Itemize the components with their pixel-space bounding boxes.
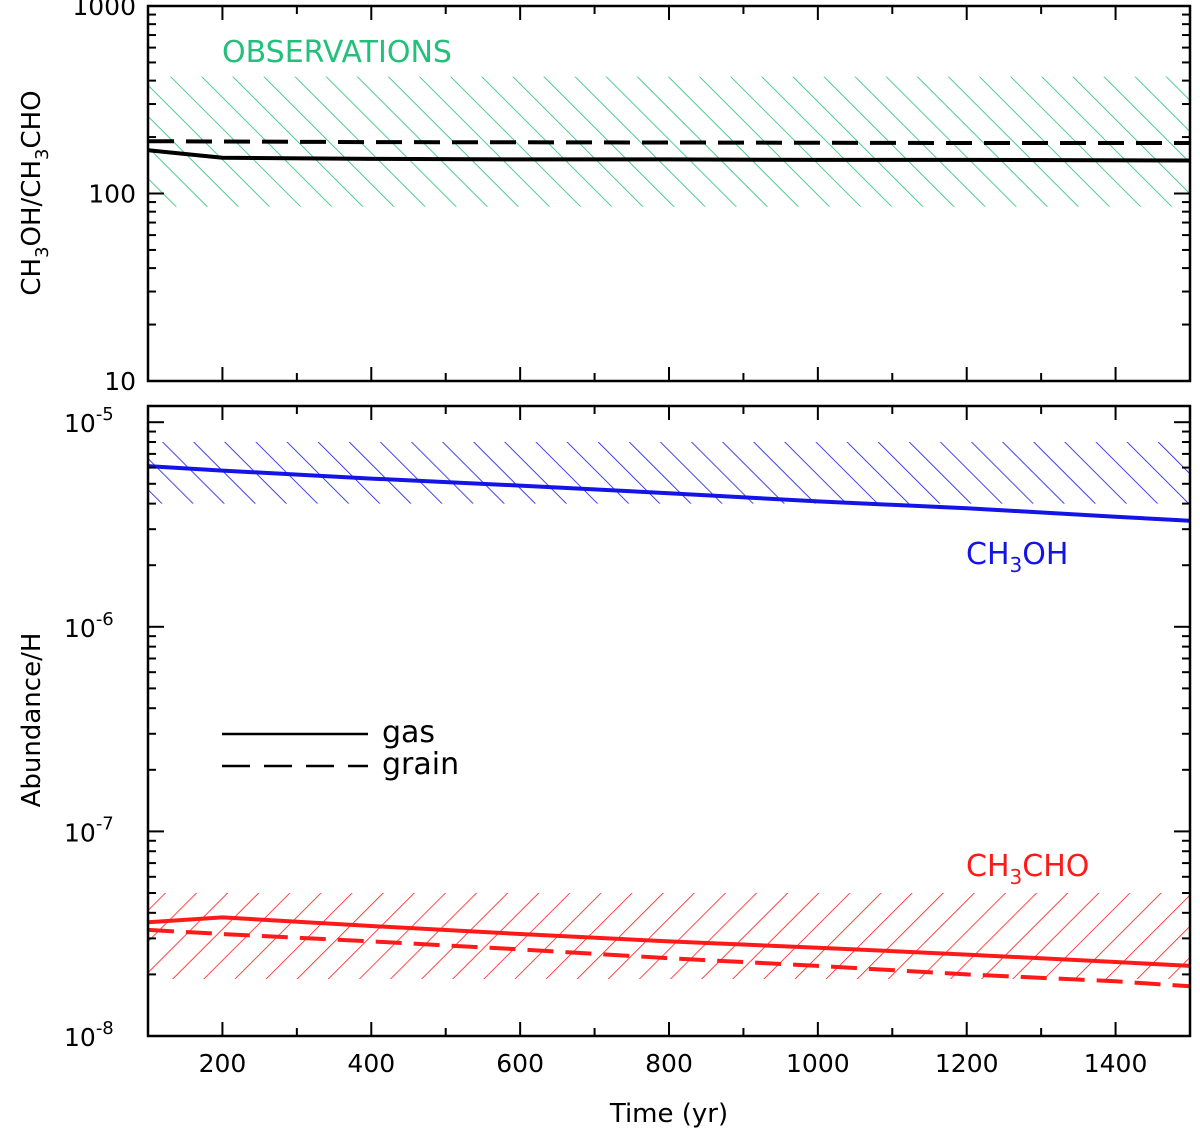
bottom-band-1 [148,892,1190,979]
x-tick-label: 1200 [935,1049,999,1078]
top-tick-labels: 10 100 1000 [72,0,136,396]
legend-grain-label: grain [382,747,459,782]
top-y-tick-label: 100 [88,180,136,209]
x-tick-label: 1400 [1084,1049,1148,1078]
top-y-tick-label: 1000 [72,0,136,21]
bottom-series-ch3cho-solid-line [148,915,1190,968]
bottom-plot-frame [146,404,1192,1038]
observations-label: OBSERVATIONS [222,35,452,70]
bottom-y-tick-label: 10-7 [64,813,114,847]
species-annotations: CH3OH CH3CHO [966,537,1089,889]
top-series-dashed-line [148,139,1190,145]
legend-gas-label: gas [382,715,435,750]
x-tick-label: 400 [347,1049,395,1078]
top-y-tick-label: 10 [104,367,136,396]
top-y-axis-label: CH3OH/CH3CHO [17,90,53,295]
bottom-series-ch3cho-dashed-line [148,927,1190,989]
top-plot-frame [146,4,1192,383]
top-series-solid-line [148,148,1190,163]
x-tick-label: 600 [496,1049,544,1078]
x-tick-label: 800 [645,1049,693,1078]
bottom-y-tick-label: 10-6 [64,609,114,643]
bottom-axis-ticks [147,406,1191,1037]
bottom-y-tick-label: 10-8 [64,1018,114,1052]
x-tick-label: 200 [199,1049,247,1078]
bottom-observation-bands [148,442,1190,979]
bottom-series-lines [148,464,1190,989]
bottom-panel-abundance: 10-8 10-7 10-6 10-5 200 400 600 800 1000 1200 1400… [17,404,1192,1129]
x-axis-label: Time (yr) [609,1099,728,1129]
bottom-y-tick-label: 10-5 [64,404,114,438]
x-tick-label: 1000 [786,1049,850,1078]
bottom-tick-labels: 10-8 10-7 10-6 10-5 200 400 600 800 1000 1200 1400 [64,404,1147,1078]
annotation-ch3cho: CH3CHO [966,849,1089,889]
bottom-series-ch3oh-solid-line [148,464,1190,523]
top-series-lines [148,139,1190,163]
bottom-y-axis-label: Abundance/H [17,633,47,808]
annotation-ch3oh: CH3OH [966,537,1068,577]
top-panel-ratio: 10 100 1000 OBSERVATIONS CH3OH/CH3CHO [17,0,1192,396]
